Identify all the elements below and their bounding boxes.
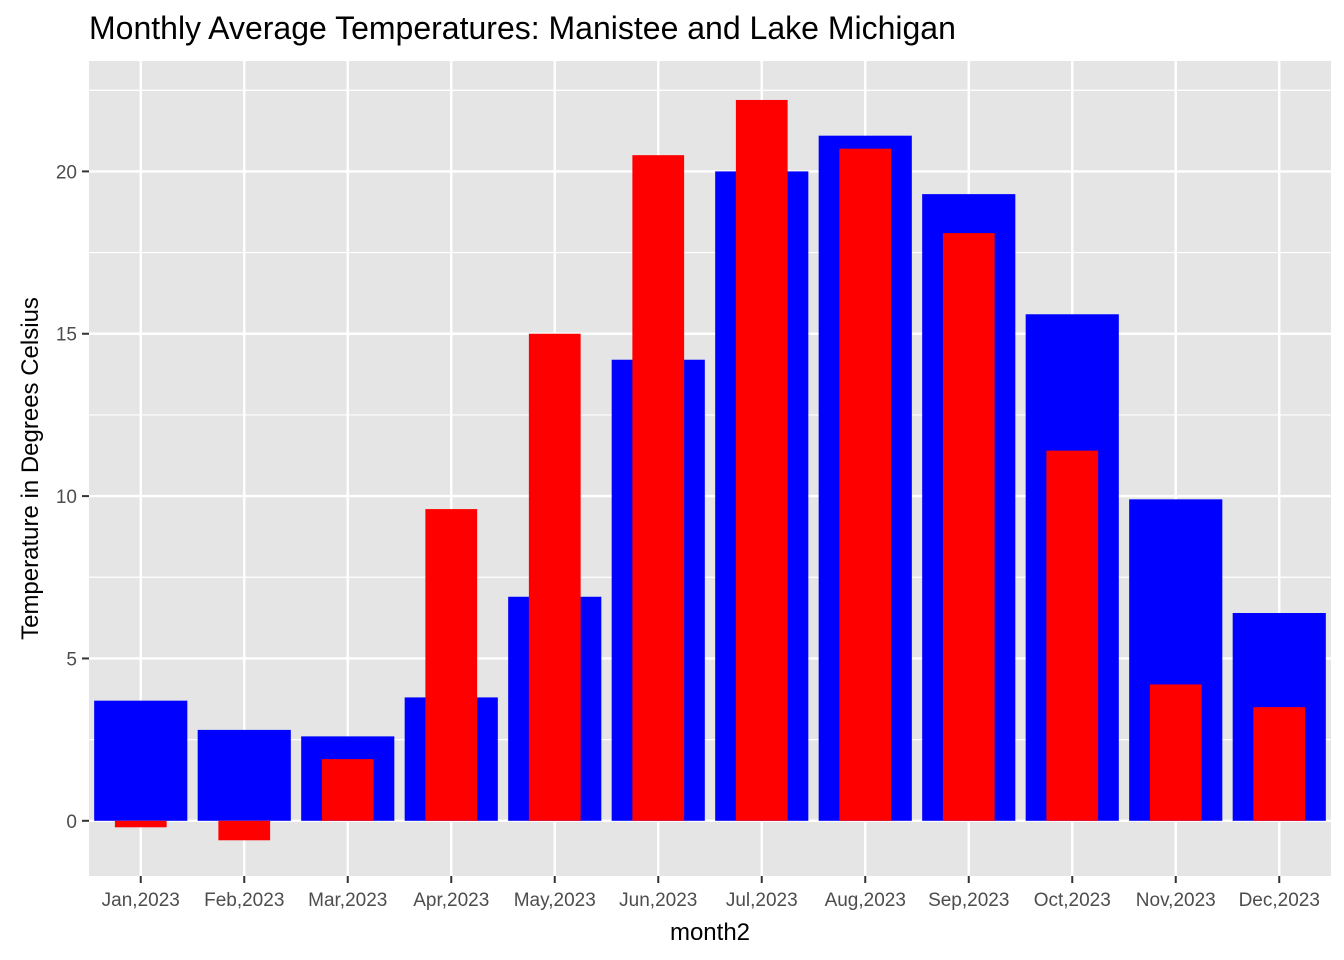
bar-red-Jul,2023: [735, 99, 788, 821]
y-axis-title: Temperature in Degrees Celsius: [17, 297, 44, 640]
bar-red-Mar,2023: [321, 759, 374, 821]
series-red-bars: [114, 99, 1306, 841]
bar-red-Jun,2023: [632, 155, 685, 821]
bar-red-Nov,2023: [1149, 684, 1202, 821]
x-tick-label: Feb,2023: [204, 890, 284, 911]
y-tick-label: 15: [56, 325, 77, 346]
x-tick-label: May,2023: [514, 890, 596, 911]
y-tick-label: 10: [56, 487, 77, 508]
x-tick-label: Aug,2023: [825, 890, 906, 911]
x-tick-label: Sep,2023: [928, 890, 1009, 911]
x-tick-label: Apr,2023: [413, 890, 489, 911]
x-tick-label: Jul,2023: [726, 890, 798, 911]
x-tick-label: Jun,2023: [619, 890, 697, 911]
bar-red-Sep,2023: [942, 233, 995, 821]
y-tick-label: 0: [66, 812, 77, 833]
bar-red-Dec,2023: [1253, 707, 1306, 821]
y-tick-label: 20: [56, 162, 77, 183]
bar-blue-Jan,2023: [94, 700, 188, 821]
x-axis-title: month2: [670, 919, 750, 946]
bar-red-Aug,2023: [839, 148, 892, 821]
bar-red-Jan,2023: [114, 820, 167, 828]
x-tick-label: Nov,2023: [1136, 890, 1216, 911]
bar-blue-Feb,2023: [197, 729, 291, 821]
x-tick-label: Mar,2023: [308, 890, 387, 911]
bar-red-Oct,2023: [1046, 450, 1099, 821]
y-tick-label: 5: [66, 649, 77, 670]
chart-title: Monthly Average Temperatures: Manistee a…: [89, 10, 956, 46]
x-axis: Jan,2023 Feb,2023 Mar,2023 Apr,2023 May,2023…: [102, 876, 1320, 911]
bar-red-Feb,2023: [218, 820, 271, 841]
bar-red-May,2023: [528, 333, 581, 821]
bar-red-Apr,2023: [425, 509, 478, 821]
y-axis: 0 5 10 15 20: [56, 162, 89, 833]
x-tick-label: Jan,2023: [102, 890, 180, 911]
x-tick-label: Oct,2023: [1034, 890, 1111, 911]
x-tick-label: Dec,2023: [1239, 890, 1320, 911]
